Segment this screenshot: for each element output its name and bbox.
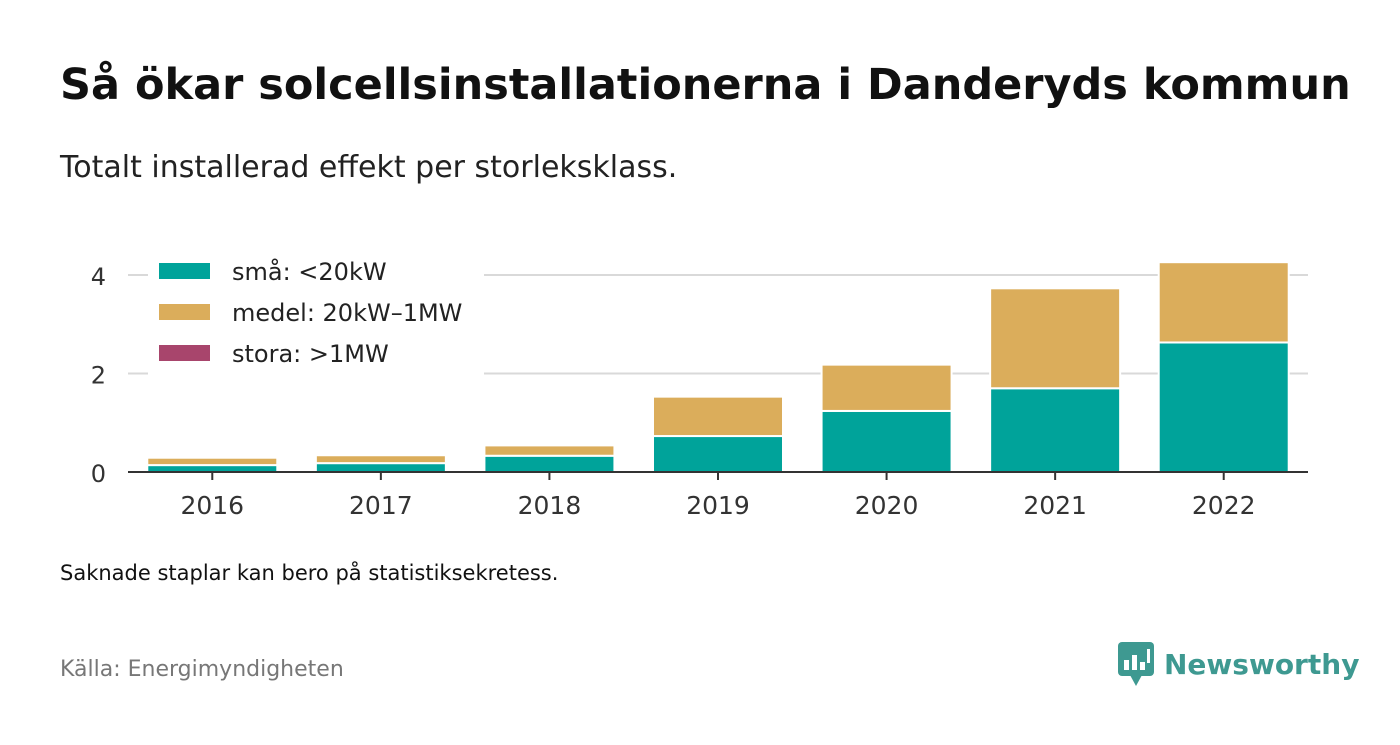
bar-segment (146, 464, 279, 474)
stacked-bar-chart: 0 2 4 2016 2017 2018 2019 2020 2021 2022 små: <20… (90, 252, 1308, 520)
bar-segment (820, 363, 953, 412)
y-tick-label: 4 (91, 263, 106, 291)
chart-title: Så ökar solcellsinstallationerna i Dande… (60, 60, 1351, 110)
bar-segment (146, 456, 279, 467)
legend-label: medel: 20kW–1MW (232, 299, 462, 327)
legend: små: <20kW medel: 20kW–1MW stora: >1MW (148, 252, 484, 376)
x-tick-label: 2016 (180, 491, 244, 520)
bar-segment (1157, 341, 1290, 473)
bar-segment (483, 454, 616, 473)
legend-swatch (159, 263, 210, 279)
bar-segment (989, 287, 1122, 390)
bars (146, 261, 1290, 474)
x-tick-label: 2020 (855, 491, 919, 520)
x-tick-label: 2021 (1023, 491, 1087, 520)
x-tick-label: 2019 (686, 491, 750, 520)
x-tick-label: 2022 (1192, 491, 1256, 520)
bar-segment (652, 395, 784, 438)
legend-swatch (159, 304, 210, 320)
brand-name: Newsworthy (1164, 647, 1360, 681)
legend-swatch (159, 345, 210, 361)
footnote: Saknade staplar kan bero på statistiksek… (60, 561, 559, 585)
source-credit: Källa: Energimyndigheten (60, 657, 344, 682)
y-tick-label: 2 (91, 362, 106, 390)
x-tick-label: 2018 (518, 491, 582, 520)
bar-segment (1157, 261, 1290, 344)
axes: 0 2 4 2016 2017 2018 2019 2020 2021 2022 (91, 263, 1308, 520)
legend-label: stora: >1MW (232, 340, 389, 368)
legend-label: små: <20kW (232, 257, 387, 286)
chart-subtitle: Totalt installerad effekt per storlekskl… (60, 150, 678, 185)
bar-segment (820, 409, 953, 473)
brand-logo: Newsworthy (1118, 641, 1359, 687)
bar-segment (483, 444, 616, 457)
bar-segment (314, 462, 447, 474)
newsworthy-logo-icon (1118, 642, 1154, 686)
y-tick-label: 0 (91, 460, 106, 488)
bar-segment (314, 454, 447, 465)
bar-segment (989, 387, 1122, 473)
x-tick-label: 2017 (349, 491, 413, 520)
bar-segment (652, 435, 784, 473)
